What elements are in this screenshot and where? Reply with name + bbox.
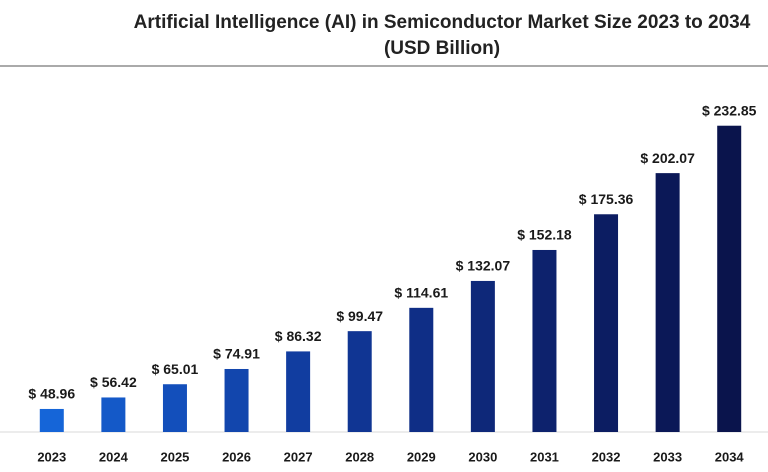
x-tick-label: 2024 bbox=[99, 449, 129, 464]
x-tick-label: 2027 bbox=[284, 449, 313, 464]
value-label: $ 65.01 bbox=[152, 361, 199, 377]
value-label: $ 132.07 bbox=[456, 258, 511, 274]
bar bbox=[101, 397, 126, 432]
bar bbox=[224, 368, 249, 432]
bar bbox=[717, 125, 742, 433]
value-label: $ 114.61 bbox=[394, 285, 448, 301]
chart-title: Artificial Intelligence (AI) in Semicond… bbox=[134, 12, 751, 33]
bar bbox=[470, 280, 495, 432]
x-tick-label: 2032 bbox=[592, 449, 621, 464]
bar bbox=[655, 173, 680, 433]
x-tick-label: 2025 bbox=[160, 449, 189, 464]
x-tick-label: 2034 bbox=[715, 449, 745, 464]
bar bbox=[39, 408, 64, 432]
bar bbox=[594, 214, 619, 432]
bar bbox=[162, 384, 187, 432]
value-label: $ 74.91 bbox=[213, 346, 260, 362]
x-tick-label: 2030 bbox=[468, 449, 497, 464]
bar bbox=[409, 307, 434, 432]
chart-subtitle: (USD Billion) bbox=[384, 38, 500, 59]
x-tick-label: 2029 bbox=[407, 449, 436, 464]
x-tick-label: 2031 bbox=[530, 449, 559, 464]
bar bbox=[532, 249, 557, 432]
value-label: $ 86.32 bbox=[275, 328, 322, 344]
x-tick-label: 2023 bbox=[37, 449, 66, 464]
bar bbox=[347, 331, 372, 432]
value-label: $ 48.96 bbox=[28, 386, 75, 402]
value-label: $ 152.18 bbox=[517, 227, 572, 243]
x-tick-label: 2028 bbox=[345, 449, 374, 464]
value-label: $ 56.42 bbox=[90, 374, 137, 390]
x-tick-label: 2033 bbox=[653, 449, 682, 464]
value-label: $ 202.07 bbox=[640, 150, 695, 166]
value-label: $ 99.47 bbox=[336, 308, 383, 324]
value-label: $ 175.36 bbox=[579, 191, 634, 207]
x-tick-label: 2026 bbox=[222, 449, 251, 464]
value-label: $ 232.85 bbox=[702, 102, 757, 118]
bar bbox=[286, 351, 311, 432]
